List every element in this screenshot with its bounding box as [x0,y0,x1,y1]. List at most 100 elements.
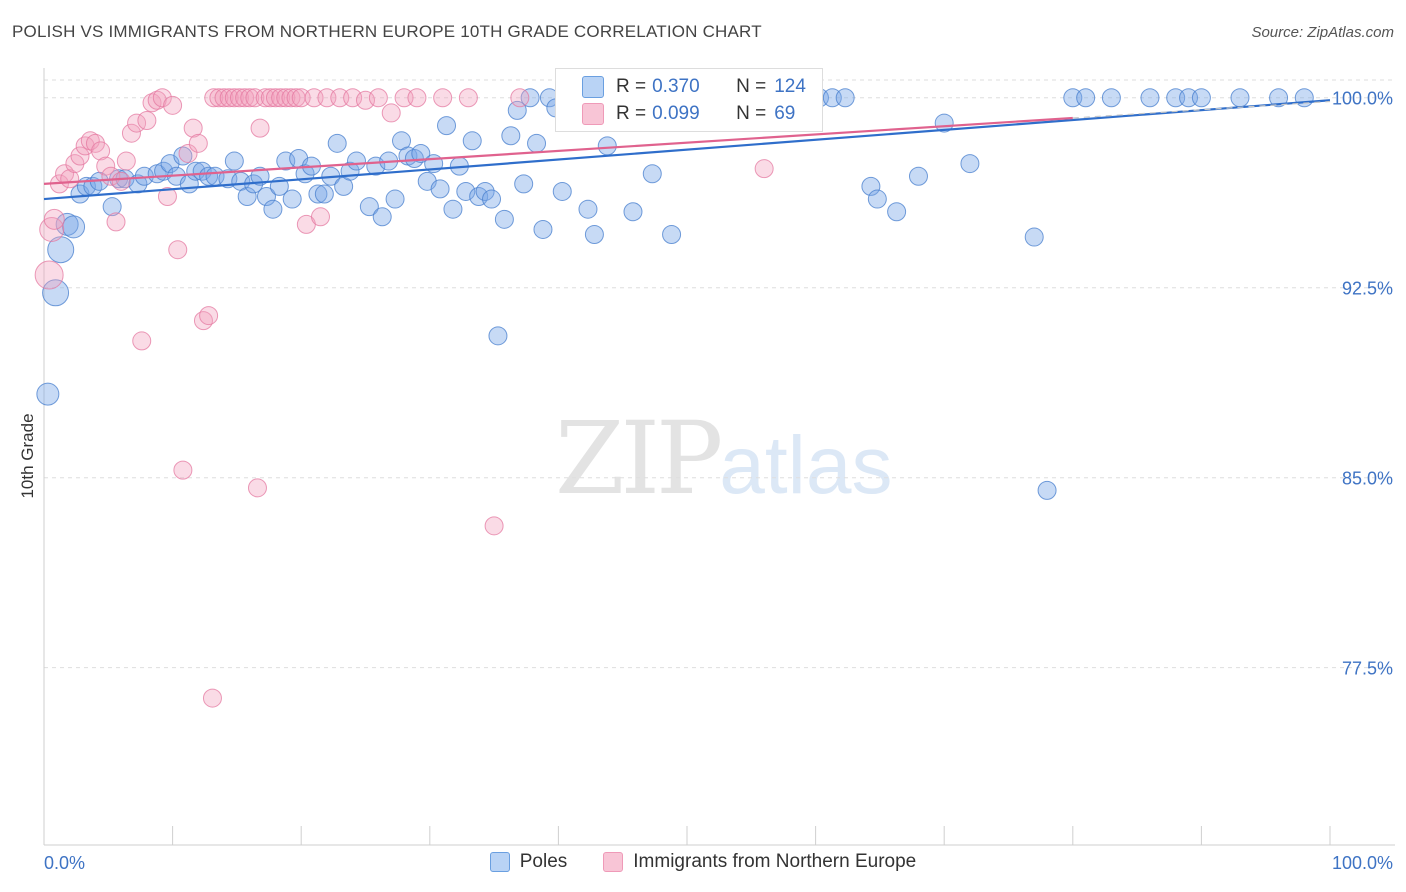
poles-point [456,181,476,201]
poles-point [533,219,553,239]
immigrants-point [754,159,774,179]
immigrants-point [458,88,478,108]
poles-point [482,189,502,209]
immigrants-point [276,88,296,108]
immigrants-point [229,88,249,108]
poles-point [327,133,347,153]
tick-labels: 77.5% 85.0% 92.5% 100.0% 0.0% 100.0% [44,89,1393,873]
poles-point [42,279,70,307]
legend-swatch-immigrants [603,852,624,872]
immigrants-r-label: R = [616,103,647,124]
stats-row-immigrants: R = 0.099 N = 69 [556,100,795,128]
poles-point [1101,88,1121,108]
immigrants-point [106,212,126,232]
poles-point [359,197,379,217]
poles-point [1076,88,1096,108]
immigrants-point [407,88,427,108]
immigrants-point [178,143,198,163]
poles-point [623,202,643,222]
legend-item-immigrants[interactable]: Immigrants from Northern Europe [603,851,916,873]
immigrants-trend-extension [1072,100,1331,119]
poles-point [430,179,450,199]
chart-title: POLISH VS IMMIGRANTS FROM NORTHERN EUROP… [12,22,762,41]
poles-point [835,88,855,108]
immigrants-point [163,95,183,115]
poles-point [475,181,495,201]
poles-point [1037,480,1057,500]
immigrants-trend-line [43,116,1073,185]
poles-point [314,184,334,204]
immigrants-point [147,90,167,110]
immigrants-point [91,141,111,161]
poles-point [867,189,887,209]
poles-point [597,136,617,156]
legend: Poles Immigrants from Northern Europe [0,851,1406,873]
source-label: Source: ZipAtlas.com [1251,24,1394,41]
immigrants-swatch [582,103,604,125]
y-tick-label: 100.0% [1332,89,1393,109]
poles-point [224,151,244,171]
poles-point [584,225,604,245]
poles-point [578,199,598,219]
immigrants-point [265,88,285,108]
immigrants-point [209,88,229,108]
immigrants-point [381,103,401,123]
immigrants-point [188,133,208,153]
poles-point [173,146,193,166]
poles-point [662,225,682,245]
immigrants-r-value: 0.099 [652,103,700,124]
poles-point [960,154,980,174]
x-tick-label: 100.0% [1332,853,1393,873]
poles-point [494,209,514,229]
poles-n-label: N = [736,76,767,97]
poles-r-label: R = [616,76,647,97]
poles-point [462,131,482,151]
immigrants-point [142,93,162,113]
immigrants-point [310,207,330,227]
immigrants-point [250,118,270,138]
poles-point [1191,88,1211,108]
poles-point [263,199,283,219]
legend-label-poles: Poles [519,851,568,872]
immigrants-point [157,187,177,207]
poles-swatch [582,76,604,98]
immigrants-point [240,88,260,108]
immigrants-point [43,208,65,230]
legend-item-poles[interactable]: Poles [489,851,568,873]
poles-point [527,133,547,153]
immigrants-point [111,171,131,191]
y-axis-label: 10th Grade [18,413,37,499]
poles-trend-line [43,99,1331,201]
axes [43,68,1395,846]
poles-point [192,161,212,181]
poles-point [1024,227,1044,247]
poles-point [186,161,206,181]
immigrants-point [368,88,388,108]
poles-point [437,116,457,136]
immigrants-point [219,88,239,108]
poles-point [642,164,662,184]
poles-point [282,189,302,209]
immigrants-n-label: N = [736,103,767,124]
immigrants-point [247,478,267,498]
poles-point [514,174,534,194]
poles-n-value: 124 [774,76,806,97]
x-tick-label: 0.0% [44,853,85,873]
watermark: ZIPatlas [555,400,893,517]
poles-point [250,166,270,186]
immigrants-point [281,88,301,108]
poles-point [102,197,122,217]
immigrants-point [116,151,136,171]
immigrants-point [484,516,504,536]
immigrants-point [80,131,100,151]
poles-point [1140,88,1160,108]
poles-points [36,88,1314,500]
poles-point [443,199,463,219]
legend-swatch-poles [489,852,510,872]
poles-point [861,176,881,196]
poles-point [372,207,392,227]
immigrants-point [183,118,203,138]
immigrants-point [173,460,193,480]
poles-point [308,184,328,204]
poles-point [1269,88,1289,108]
